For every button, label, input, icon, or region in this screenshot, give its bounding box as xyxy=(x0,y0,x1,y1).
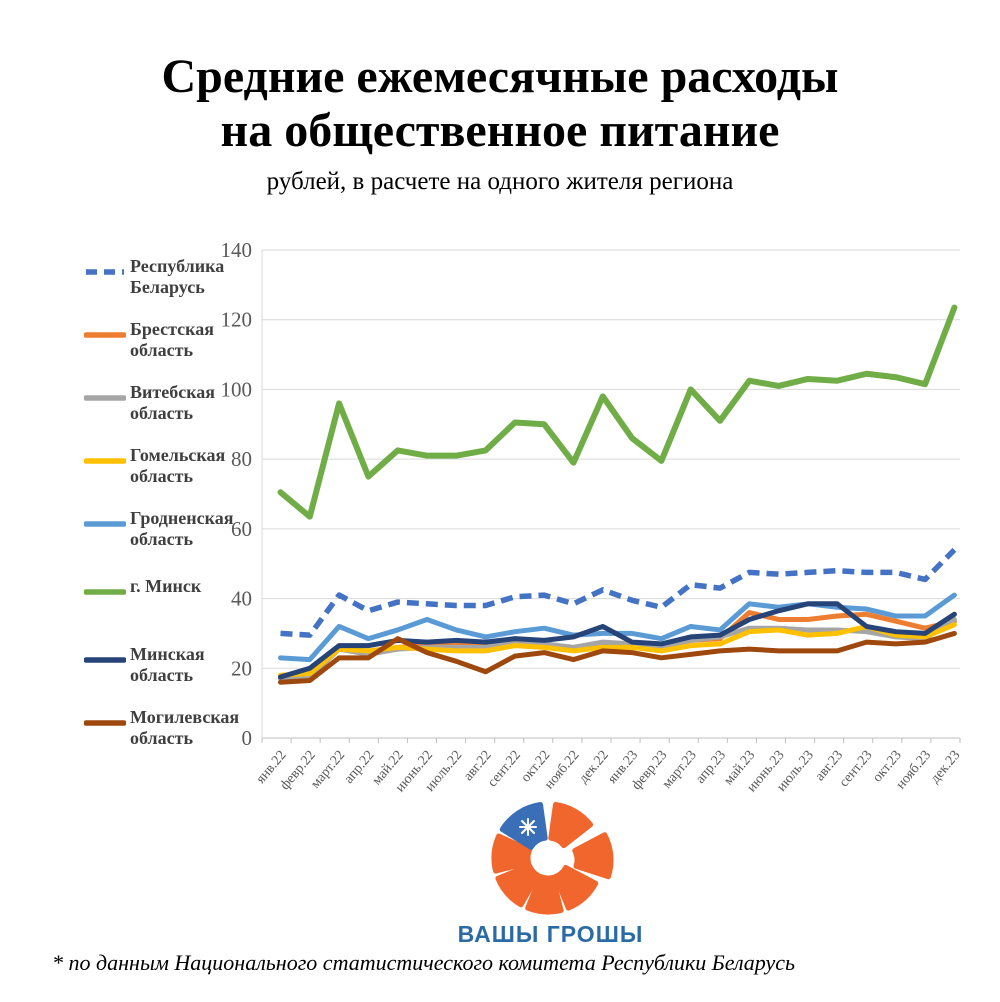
y-tick-label: 60 xyxy=(231,517,252,541)
legend-label: Гомельская область xyxy=(130,445,226,487)
legend-swatch xyxy=(83,452,130,470)
y-tick-label: 20 xyxy=(231,656,252,680)
legend-label: г. Минск xyxy=(130,576,202,596)
logo-ornament-segment xyxy=(499,802,548,850)
legend-item-0: Республика Беларусь xyxy=(84,256,244,298)
chart-subtitle: рублей, в расчете на одного жителя регио… xyxy=(266,168,734,195)
legend-item-4: Гродненская область xyxy=(83,508,244,550)
legend-item-3: Гомельская область xyxy=(83,445,244,487)
legend-label: Брестская область xyxy=(130,319,214,361)
series-line-3 xyxy=(278,622,957,678)
x-tick-label: дек.22 xyxy=(576,748,612,786)
logo-segment xyxy=(552,864,598,911)
legend-item-5: г. Минск xyxy=(83,576,244,618)
chart-title-line1: Средние ежемесячные расходы xyxy=(161,50,839,103)
line-chart-plot: 020406080100120140янв.22февр.22март.22ап… xyxy=(221,238,964,795)
legend-item-1: Брестская область xyxy=(83,319,244,361)
legend-label: Республика Беларусь xyxy=(130,256,225,298)
logo-segment xyxy=(571,832,614,880)
logo-text: ВАШЫ ГРОШЫ xyxy=(457,921,644,947)
y-tick-label: 40 xyxy=(231,587,252,611)
legend-item-6: Минская область xyxy=(83,644,244,686)
chart-title-line2: на общественное питание xyxy=(220,103,780,157)
series-line-7 xyxy=(278,630,957,685)
footnote: * по данным Национального статистическог… xyxy=(52,950,796,975)
logo-segment xyxy=(524,874,564,915)
y-tick-label: 100 xyxy=(221,377,253,401)
legend-swatch xyxy=(83,583,130,601)
x-tick-label: сент.22 xyxy=(485,748,524,790)
legend-label: Могилевская область xyxy=(130,707,240,749)
legend-label: Витебская область xyxy=(130,382,216,424)
chart-legend: Республика Беларусь Брестская область Вите… xyxy=(83,256,244,749)
logo-segment xyxy=(494,863,540,908)
legend-item-7: Могилевская область xyxy=(83,707,244,749)
y-tick-label: 0 xyxy=(242,726,253,750)
snowflake-icon xyxy=(518,818,537,836)
series-line-6 xyxy=(278,601,957,680)
legend-swatch xyxy=(83,326,130,344)
legend-label: Гродненская область xyxy=(130,508,234,550)
legend-swatch xyxy=(83,714,130,732)
series-line-5 xyxy=(277,304,958,520)
legend-item-2: Витебская область xyxy=(83,382,244,424)
x-tick-label: сент.23 xyxy=(837,748,876,790)
logo-mark xyxy=(490,802,614,915)
y-tick-label: 140 xyxy=(221,238,253,262)
legend-label: Минская область xyxy=(130,644,205,686)
legend-swatch xyxy=(83,651,130,669)
y-tick-label: 120 xyxy=(221,308,253,332)
legend-swatch xyxy=(83,515,130,533)
series-line-0 xyxy=(280,547,957,638)
y-tick-label: 80 xyxy=(231,447,252,471)
legend-swatch xyxy=(84,263,130,281)
x-tick-label: дек.23 xyxy=(928,748,964,786)
logo-segment xyxy=(547,802,593,849)
chart-title: Средние ежемесячные расходы на обществен… xyxy=(0,50,1000,158)
legend-swatch xyxy=(83,389,130,407)
logo-segment xyxy=(490,833,532,874)
logo: ВАШЫ ГРОШЫ xyxy=(428,800,673,948)
